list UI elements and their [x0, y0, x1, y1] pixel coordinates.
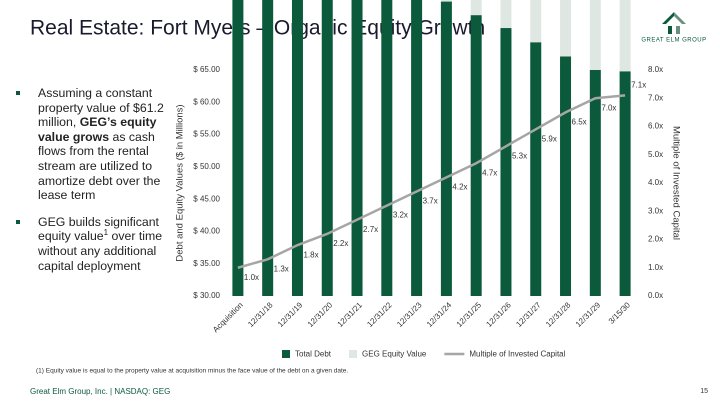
x-tick-label: 12/31/18: [246, 300, 275, 329]
bullet-marker: [16, 91, 20, 95]
bar-segment: [589, 0, 601, 71]
y-tick-label: $ 40.00: [193, 227, 220, 236]
bullet-text: as cash flows from the rental stream are…: [38, 129, 161, 203]
slide-title: Real Estate: Fort Myers – Organic Equity…: [30, 17, 485, 40]
bullet-text: GEG builds significant equity value: [38, 214, 159, 244]
data-label: 7.0x: [601, 103, 616, 112]
bar-segment: [530, 0, 542, 43]
y2-tick-label: 1.0x: [648, 263, 663, 272]
y-tick-label: $ 45.00: [193, 194, 220, 203]
bar-segment: [440, 0, 452, 2]
bar-segment: [440, 1, 452, 296]
bar-segment: [411, 0, 423, 296]
data-label: 3.7x: [423, 197, 438, 206]
data-label: 5.3x: [512, 151, 527, 160]
bar-segment: [291, 0, 303, 297]
x-tick-label: 3/15/30: [607, 300, 633, 326]
legend-swatch: [349, 350, 358, 358]
footer: Great Elm Group, Inc. | NASDAQ: GEG: [30, 387, 170, 396]
x-tick-label: 12/31/24: [425, 300, 454, 329]
bullet: Assuming a constant property value of $6…: [16, 86, 166, 203]
bar-segment: [470, 15, 482, 296]
bar-segment: [500, 28, 512, 297]
y2-tick-label: 8.0x: [648, 65, 663, 74]
data-label: 2.7x: [363, 225, 378, 234]
x-tick-label: 12/31/25: [455, 300, 484, 329]
y-tick-label: $ 55.00: [193, 130, 220, 139]
data-label: 2.2x: [333, 239, 348, 248]
data-label: 5.9x: [542, 134, 557, 143]
data-label: 4.7x: [482, 168, 497, 177]
x-tick-label: 12/31/21: [336, 300, 365, 329]
bar-segment: [262, 0, 274, 296]
x-tick-label: 12/31/26: [484, 300, 513, 329]
x-tick-label: 12/31/28: [544, 300, 573, 329]
x-tick-label: 12/31/22: [365, 300, 394, 329]
y2-tick-label: 2.0x: [648, 235, 663, 244]
bar-segment: [351, 0, 363, 297]
bar-segment: [560, 56, 572, 296]
x-tick-label: Acquisition: [211, 301, 245, 335]
y-axis-title: Debt and Equity Values ($ in Millions): [175, 104, 186, 261]
y-tick-label: $ 60.00: [193, 97, 220, 106]
x-tick-label: 12/31/20: [306, 300, 335, 329]
bullet: GEG builds significant equity value1 ove…: [16, 215, 166, 273]
data-label: 3.2x: [393, 211, 408, 220]
logo-text: GREAT ELM GROUP: [641, 38, 706, 44]
bar-segment: [530, 42, 542, 297]
y2-tick-label: 4.0x: [648, 178, 663, 187]
bar-segment: [232, 0, 244, 296]
legend-label: Multiple of Invested Capital: [469, 350, 565, 359]
x-tick-label: 12/31/27: [514, 300, 543, 329]
data-label: 1.0x: [244, 273, 259, 282]
line: [237, 94, 626, 269]
legend-swatch: [282, 350, 290, 358]
footnote: (1) Equity value is equal to the propert…: [36, 368, 348, 375]
bar-segment: [500, 0, 512, 29]
bar-segment: [321, 0, 333, 297]
y-tick-label: $ 35.00: [193, 259, 220, 268]
bar-segment: [619, 71, 631, 296]
y2-tick-label: 6.0x: [648, 122, 663, 131]
data-label: 4.2x: [452, 182, 467, 191]
y-tick-label: $ 30.00: [193, 291, 220, 300]
bullet-text: GEG’s equity value grows: [38, 115, 157, 144]
data-label: 6.5x: [572, 117, 587, 126]
bar-segment: [589, 70, 601, 296]
y2-axis-title: Multiple of Invested Capital: [670, 126, 681, 240]
bar-segment: [560, 0, 572, 57]
bar-segment: [470, 0, 482, 16]
y2-tick-label: 3.0x: [648, 206, 663, 215]
x-tick-label: 12/31/29: [574, 300, 603, 329]
page-number: 15: [700, 388, 708, 395]
legend-label: GEG Equity Value: [362, 350, 427, 359]
bullet-list: Assuming a constant property value of $6…: [16, 86, 166, 285]
x-tick-label: 12/31/23: [395, 300, 424, 329]
data-label: 1.8x: [303, 250, 318, 259]
y-tick-label: $ 65.00: [193, 65, 220, 74]
y2-tick-label: 0.0x: [648, 291, 663, 300]
bullet-text: 1: [103, 228, 109, 238]
y2-tick-label: 5.0x: [648, 150, 663, 159]
bullet-marker: [16, 219, 20, 224]
data-label: 7.1x: [631, 81, 646, 90]
data-label: 1.3x: [274, 264, 289, 273]
legend-label: Total Debt: [295, 350, 332, 359]
y-tick-label: $ 50.00: [193, 162, 220, 171]
logo-icon: [662, 12, 686, 34]
y2-tick-label: 7.0x: [648, 93, 663, 102]
bar-segment: [619, 0, 631, 72]
bar-segment: [381, 0, 393, 296]
x-tick-label: 12/31/19: [276, 300, 305, 329]
bullet-text: over time without any additional capital…: [38, 229, 163, 273]
bullet-text: Assuming a constant property value of $6…: [38, 86, 164, 130]
